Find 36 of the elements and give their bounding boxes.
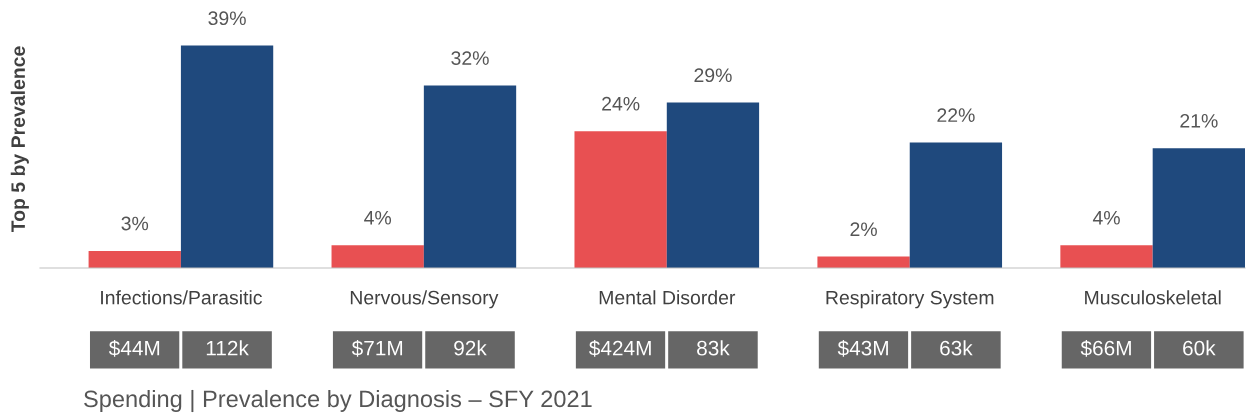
data-label: 3% [121,216,149,231]
data-label: 4% [1092,210,1120,225]
text: $66M [1080,339,1131,357]
text: 63k [940,340,973,356]
x-tick-label: Musculoskeletal [1085,290,1221,305]
data-label: 32% [451,51,489,65]
x-tick-label: Nervous/Sensory [350,290,499,309]
bar [331,245,424,268]
bar [180,45,274,268]
bar [88,250,181,268]
data-label: 24% [602,96,640,111]
data-label: 29% [694,68,732,83]
y-axis-title: Top 5 by Prevalence [10,46,29,233]
bar [423,85,517,268]
x-tick-label: Respiratory System [826,290,994,309]
x-tick-label: Mental Disorder [599,290,736,305]
text: 112k [206,340,249,356]
data-label: 22% [937,108,975,122]
data-label: 2% [850,222,877,237]
bar [1060,245,1153,268]
text: $71M [351,339,403,357]
text: 83k [697,340,730,356]
text: $424M [589,339,651,357]
x-tick-label: Infections/Parasitic [101,290,262,305]
text: $43M [837,339,888,357]
text: 92k [454,340,487,356]
text: $44M [108,339,160,357]
data-label: 21% [1180,113,1218,128]
bar [574,131,667,268]
bar [909,142,1003,268]
bar [666,102,760,268]
data-label: 39% [208,11,246,26]
data-label: 4% [364,210,392,225]
text: 60k [1183,340,1216,356]
bar [1152,148,1245,268]
text: Spending | Prevalence by Diagnosis – SFY 2021 [84,389,592,413]
